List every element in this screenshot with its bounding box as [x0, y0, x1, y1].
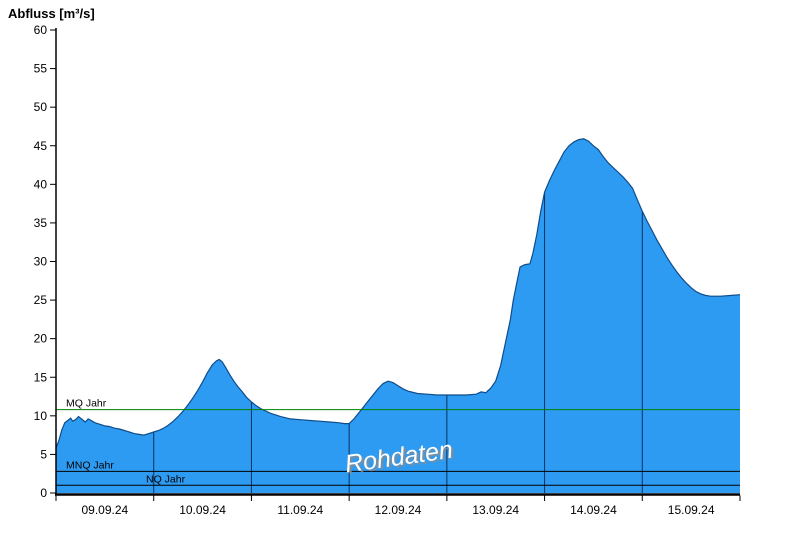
- chart-title: Abfluss [m³/s]: [8, 6, 95, 21]
- x-tick-label: 13.09.24: [472, 503, 519, 517]
- y-tick-label: 60: [34, 23, 48, 37]
- x-tick-label: 12.09.24: [375, 503, 422, 517]
- y-tick-label: 40: [34, 177, 48, 191]
- ref-line-label: MQ Jahr: [66, 398, 107, 410]
- x-tick-label: 11.09.24: [277, 503, 323, 517]
- ref-line-label: NQ Jahr: [146, 473, 186, 485]
- y-tick-label: 55: [34, 62, 48, 76]
- ref-line-label: MNQ Jahr: [66, 459, 114, 471]
- y-tick-label: 15: [34, 370, 48, 384]
- y-tick-label: 50: [34, 100, 48, 114]
- x-tick-label: 15.09.24: [668, 503, 715, 517]
- y-tick-label: 25: [34, 293, 48, 307]
- y-tick-label: 20: [34, 332, 48, 346]
- y-tick-label: 10: [34, 409, 48, 423]
- x-tick-label: 09.09.24: [81, 503, 128, 517]
- y-tick-label: 45: [34, 139, 48, 153]
- y-tick-label: 0: [40, 486, 47, 500]
- discharge-area: [56, 138, 740, 494]
- y-tick-label: 5: [40, 447, 47, 461]
- y-tick-label: 30: [34, 255, 48, 269]
- x-tick-label: 14.09.24: [570, 503, 617, 517]
- x-tick-label: 10.09.24: [179, 503, 226, 517]
- y-tick-label: 35: [34, 216, 48, 230]
- discharge-curve: [55, 138, 741, 449]
